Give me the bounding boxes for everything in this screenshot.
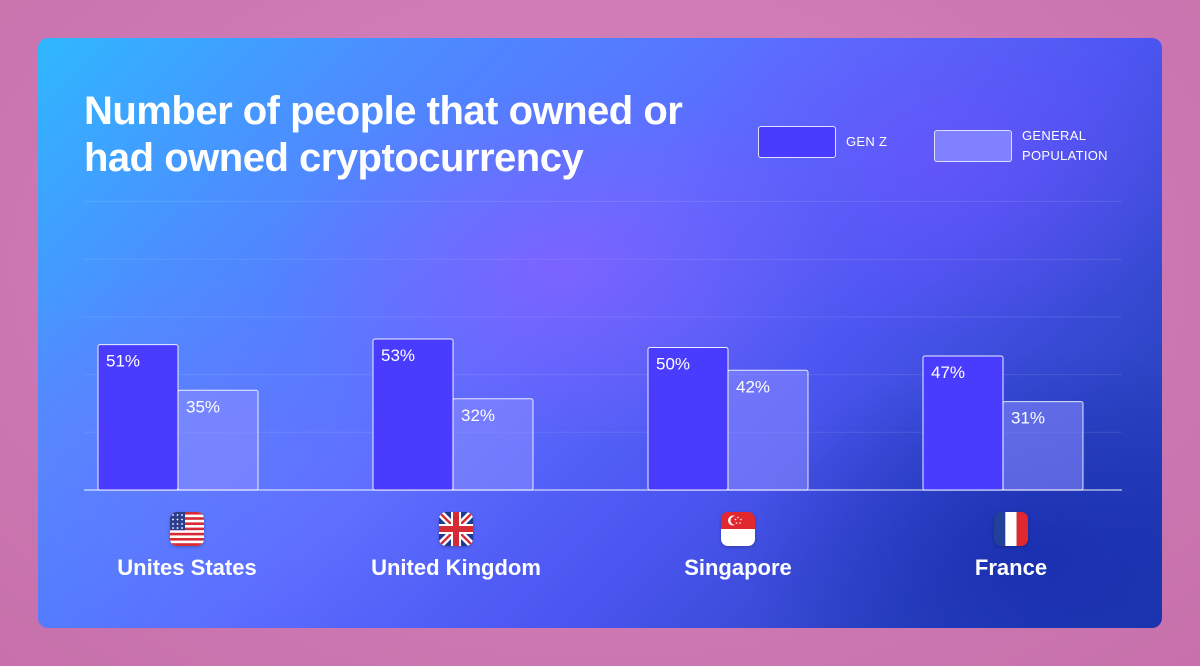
- legend-swatch-general-population: [934, 130, 1012, 162]
- legend-item-gen-z: GEN Z: [758, 126, 887, 158]
- bar-general-population: [1002, 401, 1084, 491]
- singapore-flag-icon: [721, 512, 755, 546]
- category-label-france: France: [974, 555, 1048, 580]
- bar-general-population: [177, 389, 259, 491]
- bar-chart: 51% 35% 53% 32% 50% 42% 47% 31%: [84, 201, 1122, 491]
- bar-general-population: [727, 369, 809, 491]
- uk-flag-icon: [439, 512, 473, 546]
- legend-item-general-population: GENERAL POPULATION: [934, 126, 1108, 166]
- data-label-gen-z: 47%: [931, 363, 965, 382]
- legend-label-general-population: GENERAL POPULATION: [1022, 128, 1108, 163]
- category-singapore: Singapore: [628, 512, 848, 582]
- data-label-gen-z: 51%: [106, 352, 140, 371]
- category-label-singapore: Singapore: [684, 555, 792, 580]
- legend-label-gen-z: GEN Z: [846, 134, 888, 149]
- data-label-gen-z: 50%: [656, 355, 690, 374]
- category-label-united-kingdom: United Kingdom: [371, 555, 541, 580]
- category-label-united-states: Unites States: [117, 555, 257, 580]
- us-flag-icon: [170, 512, 204, 546]
- category-united-kingdom: United Kingdom: [346, 512, 566, 582]
- data-label-general-population: 31%: [1011, 409, 1045, 428]
- data-label-general-population: 32%: [461, 406, 495, 425]
- legend-swatch-gen-z: [758, 126, 836, 158]
- category-united-states: Unites States: [77, 512, 297, 582]
- data-label-general-population: 42%: [736, 377, 770, 396]
- france-flag-icon: [994, 512, 1028, 546]
- data-label-gen-z: 53%: [381, 346, 415, 365]
- data-label-general-population: 35%: [186, 397, 220, 416]
- chart-card: Number of people that owned or had owned…: [38, 38, 1162, 628]
- category-france: France: [901, 512, 1121, 582]
- chart-title: Number of people that owned or had owned…: [84, 89, 683, 180]
- bar-general-population: [452, 398, 534, 491]
